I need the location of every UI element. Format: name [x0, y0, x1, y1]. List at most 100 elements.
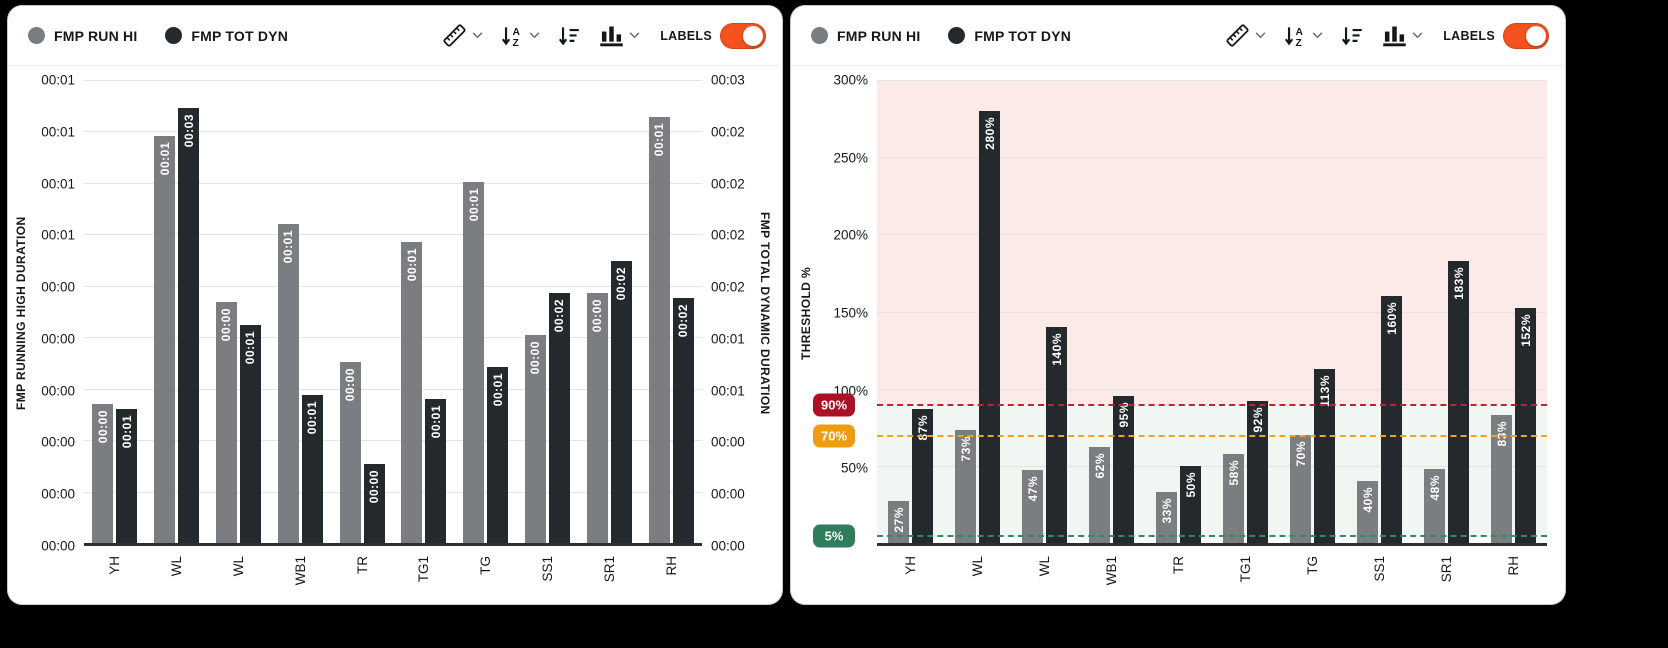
x-category-label: SR1	[1439, 556, 1454, 583]
chart-type-button[interactable]	[596, 20, 642, 51]
bar-fmp-tot-dyn[interactable]: 160%	[1381, 296, 1402, 543]
bar-fmp-tot-dyn[interactable]: 00:02	[610, 260, 632, 543]
y-tick-label: 00:00	[711, 486, 745, 502]
x-axis-cell: SR1	[578, 556, 640, 602]
bar-fmp-run-hi[interactable]: 48%	[1424, 468, 1445, 543]
plot-area: 00:00 00:01 00:01 00:03 00:00 00:01 00:01 00:01…	[84, 80, 702, 546]
bar-fmp-run-hi[interactable]: 00:00	[215, 302, 237, 543]
bar-fmp-run-hi[interactable]: 47%	[1022, 470, 1043, 543]
bar-fmp-tot-dyn[interactable]: 00:00	[363, 464, 385, 543]
bar-group: 00:00 00:02	[578, 80, 640, 543]
labels-toggle[interactable]	[720, 22, 766, 49]
y-tick-label: 00:00	[711, 434, 745, 450]
x-axis-cell: RH	[1480, 556, 1547, 602]
y-tick-label: 250%	[833, 150, 868, 166]
bar-group: 58% 92%	[1212, 80, 1279, 543]
bar-fmp-tot-dyn[interactable]: 00:01	[425, 399, 447, 543]
x-category-label: YH	[107, 556, 123, 575]
chart-type-button[interactable]	[1379, 20, 1425, 51]
legend-item-fmp-tot-dyn[interactable]: FMP TOT DYN	[948, 27, 1071, 44]
sort-amount-button[interactable]	[554, 21, 584, 51]
bar-value-label: 27%	[891, 507, 906, 533]
bar-fmp-tot-dyn[interactable]: 95%	[1113, 396, 1134, 543]
bar-fmp-tot-dyn[interactable]: 00:01	[301, 394, 323, 543]
bar-group: 00:00 00:02	[517, 80, 579, 543]
bar-fmp-run-hi[interactable]: 00:00	[339, 362, 361, 543]
bar-fmp-tot-dyn[interactable]: 50%	[1180, 465, 1201, 543]
bar-fmp-tot-dyn[interactable]: 87%	[912, 408, 933, 543]
bar-fmp-run-hi[interactable]: 00:00	[524, 334, 546, 543]
gridline	[877, 465, 1547, 467]
bar-fmp-run-hi[interactable]: 83%	[1491, 414, 1512, 543]
bar-group: 00:01 00:01	[455, 80, 517, 543]
legend-item-fmp-run-hi[interactable]: FMP RUN HI	[28, 27, 137, 44]
labels-control: LABELS	[1443, 22, 1549, 49]
bar-fmp-tot-dyn[interactable]: 113%	[1314, 368, 1335, 543]
x-axis-cell: TG1	[1212, 556, 1279, 602]
sort-amount-button[interactable]	[1337, 21, 1367, 51]
bar-fmp-tot-dyn[interactable]: 00:03	[178, 107, 200, 543]
bar-fmp-run-hi[interactable]: 62%	[1089, 447, 1110, 543]
x-axis-cell: WL	[208, 556, 270, 602]
bar-group: 70% 113%	[1279, 80, 1346, 543]
bar-value-label: 00:00	[95, 410, 110, 444]
bar-fmp-run-hi[interactable]: 33%	[1156, 492, 1177, 543]
gridline	[84, 388, 702, 390]
labels-toggle[interactable]	[1503, 22, 1549, 49]
bar-group: 33% 50%	[1145, 80, 1212, 543]
bar-fmp-tot-dyn[interactable]: 00:02	[548, 292, 570, 543]
bar-value-label: 00:02	[614, 266, 629, 300]
x-axis-cell: WL	[146, 556, 208, 602]
bar-fmp-tot-dyn[interactable]: 00:02	[672, 297, 694, 543]
bar-fmp-run-hi[interactable]: 73%	[955, 430, 976, 543]
chevron-down-icon	[1412, 32, 1423, 39]
bar-fmp-tot-dyn[interactable]: 280%	[979, 110, 1000, 543]
bar-group: 00:00 00:01	[208, 80, 270, 543]
bar-fmp-run-hi[interactable]: 00:01	[648, 117, 670, 543]
x-axis-cell: TG	[455, 556, 517, 602]
svg-text:Z: Z	[513, 37, 519, 48]
bar-fmp-tot-dyn[interactable]: 183%	[1448, 260, 1469, 543]
y-tick-label: 00:02	[711, 227, 745, 243]
measure-tool-button[interactable]	[1222, 20, 1268, 51]
x-category-label: TG	[1305, 556, 1320, 575]
bar-fmp-run-hi[interactable]: 00:01	[401, 242, 423, 543]
bar-group: 83% 152%	[1480, 80, 1547, 543]
bar-fmp-run-hi[interactable]: 00:01	[277, 223, 299, 543]
legend-item-fmp-tot-dyn[interactable]: FMP TOT DYN	[165, 27, 288, 44]
bar-fmp-run-hi[interactable]: 00:01	[154, 135, 176, 543]
x-category-label: WB1	[292, 556, 308, 586]
bar-fmp-run-hi[interactable]: 70%	[1290, 434, 1311, 543]
bar-fmp-run-hi[interactable]: 40%	[1357, 481, 1378, 543]
bar-value-label: 50%	[1183, 471, 1198, 498]
bar-fmp-run-hi[interactable]: 27%	[888, 501, 909, 543]
y-tick-label: 00:01	[41, 124, 75, 140]
bar-fmp-run-hi[interactable]: 00:00	[586, 292, 608, 543]
gridline	[84, 131, 702, 133]
legend-item-fmp-run-hi[interactable]: FMP RUN HI	[811, 27, 920, 44]
x-axis-cell: SS1	[517, 556, 579, 602]
bar-fmp-tot-dyn[interactable]: 152%	[1515, 308, 1536, 543]
measure-tool-button[interactable]	[439, 20, 485, 51]
bar-group: 73% 280%	[944, 80, 1011, 543]
bar-value-label: 00:01	[404, 248, 419, 282]
labels-control: LABELS	[660, 22, 766, 49]
bar-fmp-tot-dyn[interactable]: 00:01	[487, 367, 509, 543]
legend-label: FMP RUN HI	[837, 27, 921, 44]
legend: FMP RUN HI FMP TOT DYN	[28, 27, 288, 44]
bar-fmp-run-hi[interactable]: 00:01	[463, 181, 485, 543]
legend-dot-gray	[28, 27, 45, 44]
bar-fmp-run-hi[interactable]: 58%	[1223, 453, 1244, 543]
bar-value-label: 00:01	[243, 331, 258, 365]
bar-fmp-run-hi[interactable]: 00:00	[92, 404, 114, 543]
bar-fmp-tot-dyn[interactable]: 00:01	[116, 408, 138, 543]
bar-fmp-tot-dyn[interactable]: 92%	[1247, 401, 1268, 543]
bar-group: 00:00 00:00	[331, 80, 393, 543]
bar-fmp-tot-dyn[interactable]: 00:01	[239, 325, 261, 543]
